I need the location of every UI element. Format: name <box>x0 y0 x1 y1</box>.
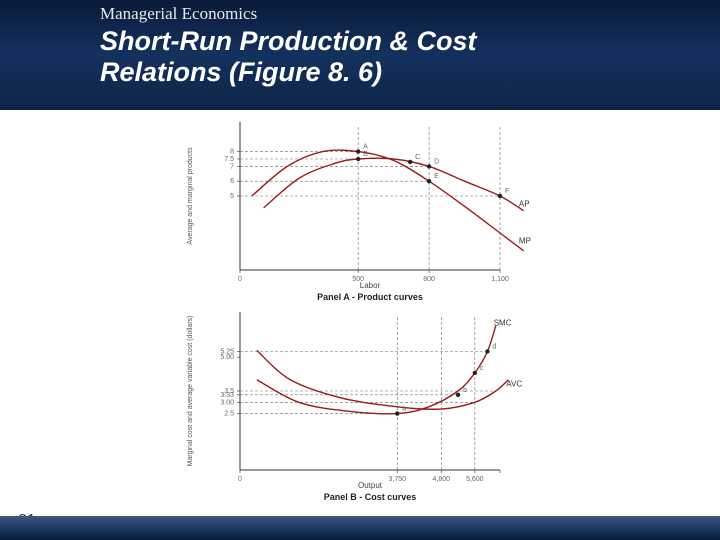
svg-text:5.25: 5.25 <box>220 349 234 356</box>
svg-text:8: 8 <box>230 149 234 156</box>
svg-text:5,600: 5,600 <box>466 476 484 483</box>
svg-text:SMC: SMC <box>494 319 512 328</box>
svg-text:D: D <box>434 158 439 165</box>
svg-text:3,750: 3,750 <box>388 476 406 483</box>
svg-text:Labor: Labor <box>360 281 381 290</box>
svg-text:1,100: 1,100 <box>491 276 509 283</box>
slide-body: 5677.5805008001,100APMPABCDEFLaborAverag… <box>0 112 720 516</box>
svg-text:E: E <box>434 173 439 180</box>
svg-text:B: B <box>363 151 368 158</box>
title-line2: Relations (Figure 8. 6) <box>100 57 382 87</box>
svg-text:Panel A - Product curves: Panel A - Product curves <box>317 292 423 302</box>
svg-text:Marginal cost and average vari: Marginal cost and average variable cost … <box>187 316 194 467</box>
slide-title: Short-Run Production & Cost Relations (F… <box>100 26 720 88</box>
svg-text:a: a <box>402 406 406 413</box>
svg-text:7.5: 7.5 <box>224 156 234 163</box>
svg-text:Average and marginal products: Average and marginal products <box>187 147 194 245</box>
svg-text:7: 7 <box>230 163 234 170</box>
svg-text:0: 0 <box>238 476 242 483</box>
svg-text:5: 5 <box>230 193 234 200</box>
panel-b-cost-curves: 2.53.003.333.55.005.2503,7504,8005,600SM… <box>170 302 550 502</box>
svg-text:AVC: AVC <box>506 379 522 388</box>
svg-text:C: C <box>415 154 420 161</box>
svg-text:c: c <box>480 365 484 372</box>
header: Managerial Economics Short-Run Productio… <box>0 0 720 110</box>
svg-text:4,800: 4,800 <box>433 476 451 483</box>
panel-a-product-curves: 5677.5805008001,100APMPABCDEFLaborAverag… <box>170 112 550 302</box>
svg-text:d: d <box>492 344 496 351</box>
title-line1: Short-Run Production & Cost <box>100 26 476 56</box>
svg-text:3.5: 3.5 <box>224 388 234 395</box>
svg-text:2.5: 2.5 <box>224 411 234 418</box>
header-overline: Managerial Economics <box>100 4 720 24</box>
slide: Managerial Economics Short-Run Productio… <box>0 0 720 540</box>
svg-text:0: 0 <box>238 276 242 283</box>
svg-text:Panel B - Cost curves: Panel B - Cost curves <box>324 492 417 502</box>
svg-text:F: F <box>505 188 509 195</box>
svg-text:AP: AP <box>519 199 530 208</box>
svg-text:b: b <box>463 387 467 394</box>
svg-text:6: 6 <box>230 178 234 185</box>
svg-text:MP: MP <box>519 236 531 245</box>
svg-text:A: A <box>363 144 368 151</box>
svg-text:800: 800 <box>423 276 435 283</box>
footer-bar <box>0 516 720 540</box>
svg-text:3.00: 3.00 <box>220 399 234 406</box>
svg-text:Output: Output <box>358 481 383 490</box>
